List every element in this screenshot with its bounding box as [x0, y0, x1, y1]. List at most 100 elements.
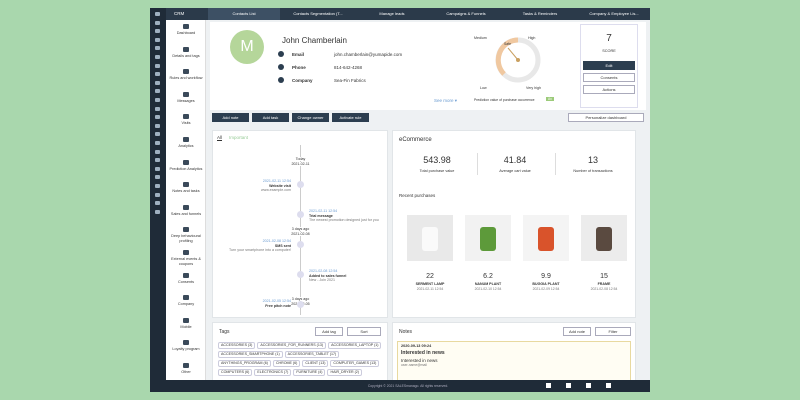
timeline-marker-label: Today — [285, 157, 316, 161]
menu-item[interactable]: Dashboard — [176, 31, 196, 35]
timeline-dot — [297, 211, 304, 218]
tag[interactable]: ANYTHINGS_PROGRAM (6) — [218, 360, 271, 367]
event-text: Turn your smartphone into a computer! — [229, 248, 291, 253]
product-name: FRAME — [597, 282, 611, 286]
nav-icon — [155, 72, 160, 77]
menu-icon — [183, 295, 189, 301]
tab[interactable]: Campaigns & Funnels — [446, 11, 486, 16]
menu-item[interactable]: Loyalty program — [172, 347, 200, 352]
timeline-tab[interactable]: Important — [229, 135, 249, 140]
menu-item[interactable]: Visits — [181, 121, 191, 126]
nav-icon — [155, 184, 160, 188]
personalize-button[interactable]: Personalize dashboard — [568, 113, 644, 122]
score-box: 7 SCORE Edit Consents Actions — [580, 24, 638, 108]
toolbar-button[interactable]: Change owner — [292, 113, 329, 122]
menu-item[interactable]: Analytics — [178, 144, 194, 148]
menu-icon — [183, 204, 189, 210]
menu-icon — [183, 46, 189, 52]
menu-item[interactable]: External events & coupons — [171, 257, 201, 266]
timeline-event: 2021-02-05 12:54 Free pitch note — [221, 299, 291, 308]
tab[interactable]: Manage leads — [379, 11, 405, 16]
edit-button[interactable]: Edit — [583, 61, 635, 70]
tag[interactable]: ACCESSORIES_FOR_RUNNERS (13) — [257, 342, 327, 349]
event-date: 2021-02-11 12:54 — [262, 179, 291, 183]
toolbar-button[interactable]: Add note — [212, 113, 249, 122]
tag[interactable]: ACCESSORIES_TABLET (17) — [284, 351, 340, 358]
menu-item[interactable]: Notes and tasks — [172, 189, 200, 194]
nav-icon — [155, 98, 160, 102]
menu-item[interactable]: Messages — [177, 98, 195, 103]
actions-dropdown[interactable]: Actions — [583, 85, 635, 94]
product-date: 2021-02-11 12:54 — [416, 287, 444, 291]
toolbar-button[interactable]: Activate rule — [332, 113, 369, 122]
tab[interactable]: Company & Employee Lis... — [589, 11, 639, 16]
add-note-button[interactable]: Add note — [563, 327, 591, 336]
contact-name: John Chamberlain — [282, 36, 347, 45]
menu-icon — [183, 159, 189, 165]
nav-icon — [155, 63, 160, 68]
field-label: Phone — [292, 65, 306, 70]
product-shape — [422, 227, 438, 251]
tag[interactable]: ACCESSORIES_LAPTOP (1) — [328, 342, 382, 349]
note-text: Interested in news — [401, 358, 438, 363]
menu-item[interactable]: Rules and workflow — [169, 76, 203, 81]
product-name: SERMENT LAMP — [415, 282, 445, 286]
menu-item[interactable]: Consents — [177, 279, 195, 284]
nav-icon — [155, 20, 160, 25]
menu-item[interactable]: Sales and funnels — [170, 211, 202, 216]
menu-icon — [183, 227, 189, 233]
add-tag-button[interactable]: Add tag — [315, 327, 343, 336]
tags-title: Tags — [219, 329, 230, 335]
menu-item[interactable]: Details and tags — [172, 53, 200, 58]
stat-label: Number of transactions — [573, 169, 613, 173]
consents-dropdown[interactable]: Consents — [583, 73, 635, 82]
tag[interactable]: COMPUTER_GAMES (13) — [330, 360, 380, 367]
product-image — [407, 215, 453, 261]
product-image — [465, 215, 511, 261]
menu-item[interactable]: Mobile — [180, 324, 192, 329]
timeline-tab[interactable]: All — [217, 135, 223, 141]
event-date: 2021-02-08 12:54 — [309, 269, 338, 273]
menu-icon — [183, 137, 189, 142]
tag[interactable]: COMPUTERS (6) — [218, 369, 253, 376]
menu-item[interactable]: Other — [181, 370, 191, 374]
timeline-event: 2021-02-08 12:54 Added to sales funnel New… — [309, 269, 379, 283]
event-title: Trial message — [309, 213, 333, 218]
field-icon — [278, 64, 284, 70]
nav-icon — [155, 141, 160, 145]
product-price: 22 — [426, 273, 434, 280]
toolbar-button[interactable]: Add task — [252, 113, 289, 122]
note-title: Interested in news — [401, 350, 445, 356]
see-more-link[interactable]: See more ▾ — [434, 98, 458, 103]
menu-item[interactable]: Prediction Analytics — [169, 166, 203, 171]
menu-item[interactable]: Deep behavioural profiling — [171, 234, 201, 243]
note: 2020-09-13 09:24 Interested in news Intere… — [397, 341, 631, 381]
tag[interactable]: CLIENT (13) — [302, 360, 329, 367]
product-name: NANUM PLANT — [474, 282, 502, 286]
menu-icon — [183, 363, 189, 368]
tag[interactable]: ACCESSORIES (3) — [218, 342, 256, 349]
nav-icon — [155, 149, 160, 154]
filter-dropdown[interactable]: Filter — [595, 327, 631, 336]
product-price: 15 — [600, 273, 608, 280]
timeline-event: 2021-02-11 12:54 Website visit www.example… — [221, 179, 291, 193]
sort-dropdown[interactable]: Sort — [347, 327, 381, 336]
tab[interactable]: Contacts List — [208, 8, 280, 20]
tag[interactable]: FURNITURE (4) — [293, 369, 326, 376]
nav-icon — [155, 175, 160, 180]
tag[interactable]: CHROME (6) — [272, 360, 301, 367]
menu-item[interactable]: Company — [177, 302, 195, 307]
gauge-caption: Prediction value of purchase occurrence — [474, 98, 535, 102]
timeline-marker-date: 2021-02-08 — [285, 232, 316, 236]
tab[interactable]: Contacts Segmentation (T... — [293, 11, 343, 16]
tag[interactable]: ACCESSORIES_SMARTPHONE (1) — [218, 351, 283, 358]
event-text: www.example.com — [261, 188, 291, 193]
stat-label: Total purchase value — [419, 169, 455, 173]
tab[interactable]: Tasks & Reminders — [522, 11, 558, 16]
tag[interactable]: ELECTRONICS (7) — [254, 369, 292, 376]
nav-icon — [155, 158, 160, 163]
tag[interactable]: HAIR_DRYER (2) — [327, 369, 362, 376]
menu-icon — [183, 182, 189, 188]
notes-title: Notes — [399, 329, 413, 335]
